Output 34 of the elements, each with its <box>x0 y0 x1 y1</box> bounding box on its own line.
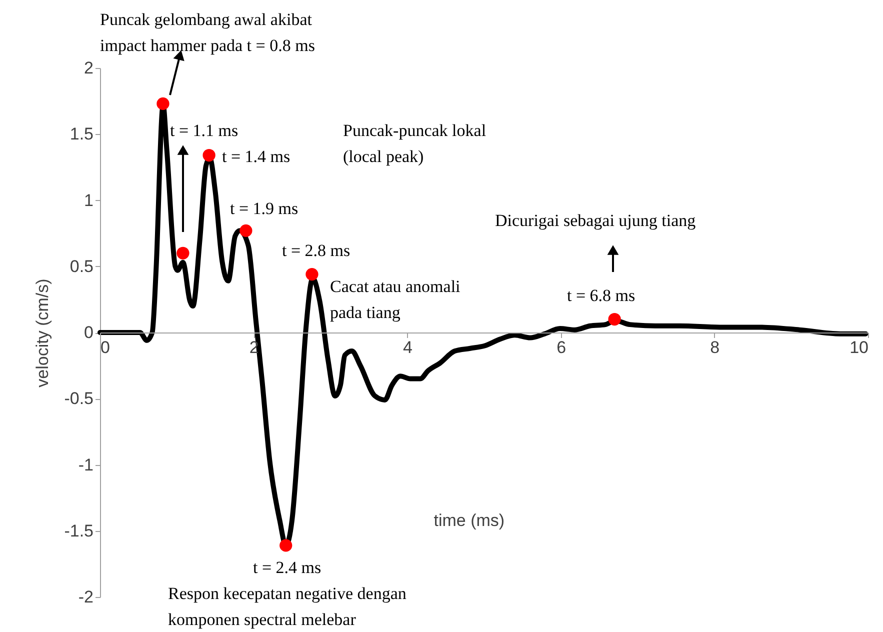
x-axis-title: time (ms) <box>434 510 505 530</box>
annotation: t = 2.8 ms <box>282 241 350 260</box>
annotation: t = 1.9 ms <box>230 199 298 218</box>
y-tick-label: -0.5 <box>64 389 94 408</box>
annotation: Dicurigai sebagai ujung tiang <box>495 211 696 230</box>
y-tick-label: 1.5 <box>70 124 94 144</box>
x-tick-label: 10 <box>850 338 868 357</box>
annotation: t = 2.4 ms <box>253 558 322 577</box>
annotation: Cacat atau anomali pada tiang <box>330 277 461 322</box>
annotation: t = 1.1 ms <box>170 121 238 140</box>
y-tick-label: 1 <box>84 190 94 210</box>
x-tick-label: 0 <box>100 338 110 357</box>
y-axis-title: velocity (cm/s) <box>33 278 52 388</box>
x-tick-label: 6 <box>556 338 566 357</box>
annotation: Respon kecepatan negative dengan komponen spectral melebar <box>168 584 407 629</box>
x-tick-label: 8 <box>710 338 720 357</box>
annotation: t = 1.4 ms <box>222 147 290 166</box>
y-tick-label: -1 <box>78 455 94 474</box>
point <box>176 246 190 260</box>
point <box>280 539 292 552</box>
y-tick-label: 2 <box>84 58 94 78</box>
x-tick-label: 4 <box>402 338 412 357</box>
point <box>156 97 170 110</box>
annotation: Puncak-puncak lokal (local peak) <box>343 121 486 166</box>
annotation: t = 6.8 ms <box>567 286 636 305</box>
y-tick-label: -1.5 <box>64 521 94 540</box>
y-tick-label: 0.5 <box>70 256 94 276</box>
y-tick-label: 0 <box>84 323 94 342</box>
text: Puncak gelombang awal akibat impact hammer pada t = 0.8 ms <box>100 10 315 55</box>
point <box>240 224 252 237</box>
y-tick-label: -2 <box>78 588 94 606</box>
point <box>202 148 216 162</box>
point <box>608 312 621 326</box>
point <box>306 268 318 281</box>
